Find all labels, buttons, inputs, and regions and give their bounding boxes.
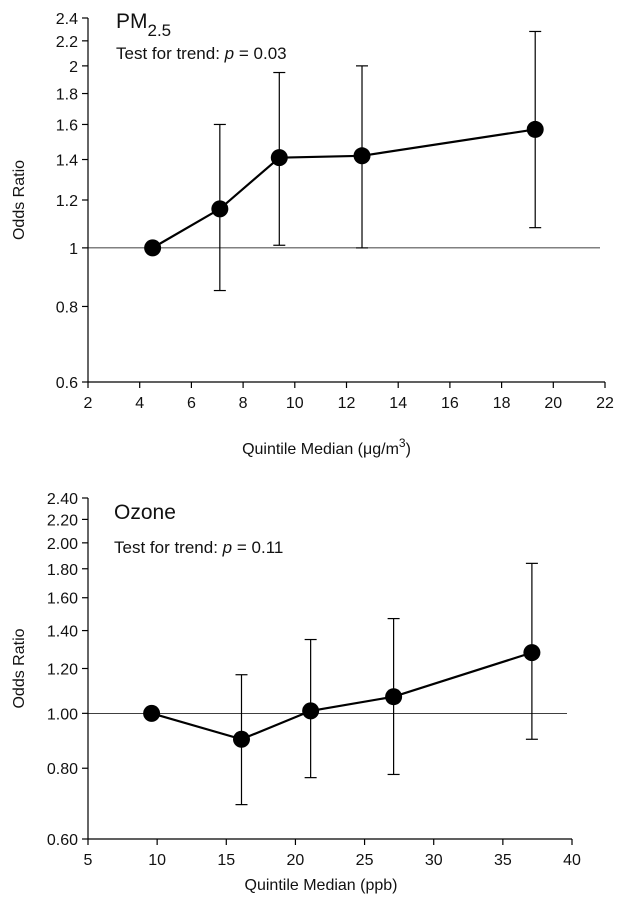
data-point: [270, 149, 288, 167]
series-line: [151, 651, 533, 741]
data-point: [232, 730, 250, 748]
x-tick-label: 22: [596, 395, 614, 412]
y-tick-label: 2.4: [56, 11, 78, 28]
y-tick-label: 1.8: [56, 87, 78, 104]
x-axis-label: Quintile Median (ppb): [245, 877, 398, 894]
y-tick-label: 1.4: [56, 153, 78, 170]
y-tick-label: 0.8: [56, 299, 78, 316]
x-tick-label: 5: [84, 852, 93, 869]
x-tick-label: 14: [389, 395, 407, 412]
x-tick-label: 10: [148, 852, 166, 869]
y-tick-label: 1.6: [56, 117, 78, 134]
data-point: [523, 644, 541, 662]
panel-title: Ozone: [114, 501, 176, 524]
x-tick-label: 15: [217, 852, 235, 869]
panel-subtitle: Test for trend: p = 0.11: [114, 538, 283, 557]
y-tick-label: 1.00: [47, 706, 78, 723]
x-tick-label: 8: [239, 395, 248, 412]
y-tick-label: 1.40: [47, 624, 78, 641]
x-tick-label: 6: [187, 395, 196, 412]
x-axis-label: Quintile Median (μg/m3): [242, 436, 411, 458]
y-axis-label: Odds Ratio: [11, 160, 28, 240]
y-tick-label: 0.80: [47, 761, 78, 778]
y-tick-label: 2.40: [47, 491, 78, 508]
x-tick-label: 16: [441, 395, 459, 412]
y-tick-label: 0.6: [56, 375, 78, 392]
y-axis-label: Odds Ratio: [11, 628, 28, 708]
y-tick-label: 2.20: [47, 512, 78, 529]
x-tick-label: 20: [287, 852, 305, 869]
y-tick-label: 0.60: [47, 832, 78, 849]
x-tick-label: 30: [425, 852, 443, 869]
panel-subtitle: Test for trend: p = 0.03: [116, 44, 287, 63]
y-tick-label: 2.2: [56, 34, 78, 51]
x-tick-label: 10: [286, 395, 304, 412]
y-tick-label: 1.20: [47, 662, 78, 679]
x-tick-label: 25: [356, 852, 374, 869]
y-tick-label: 1.2: [56, 193, 78, 210]
x-tick-label: 4: [135, 395, 144, 412]
y-tick-label: 2: [69, 59, 78, 76]
data-point: [526, 120, 544, 138]
data-point: [385, 688, 403, 706]
chart-panel-1: 0.6 0.8 1 1.2 1.4 1.6 1.8 2 2.2 2.4 2 4 6 8 10 12 14 16 18…: [11, 10, 614, 458]
x-tick-label: 40: [563, 852, 581, 869]
panel-title: PM2.5: [116, 10, 171, 40]
data-point: [144, 239, 162, 257]
data-point: [211, 200, 229, 218]
series-line: [152, 128, 536, 249]
x-tick-label: 18: [493, 395, 511, 412]
x-tick-label: 35: [494, 852, 512, 869]
y-tick-label: 1.60: [47, 591, 78, 608]
x-tick-label: 12: [338, 395, 356, 412]
data-point: [143, 704, 161, 722]
data-point: [353, 147, 371, 165]
y-tick-label: 2.00: [47, 536, 78, 553]
y-tick-label: 1: [69, 241, 78, 258]
chart-panel-2: 0.60 0.80 1.00 1.20 1.40 1.60 1.80 2.00 2.20 2.40…: [11, 491, 581, 894]
data-point: [302, 702, 320, 720]
x-tick-label: 20: [544, 395, 562, 412]
y-tick-label: 1.80: [47, 562, 78, 579]
x-tick-label: 2: [84, 395, 93, 412]
